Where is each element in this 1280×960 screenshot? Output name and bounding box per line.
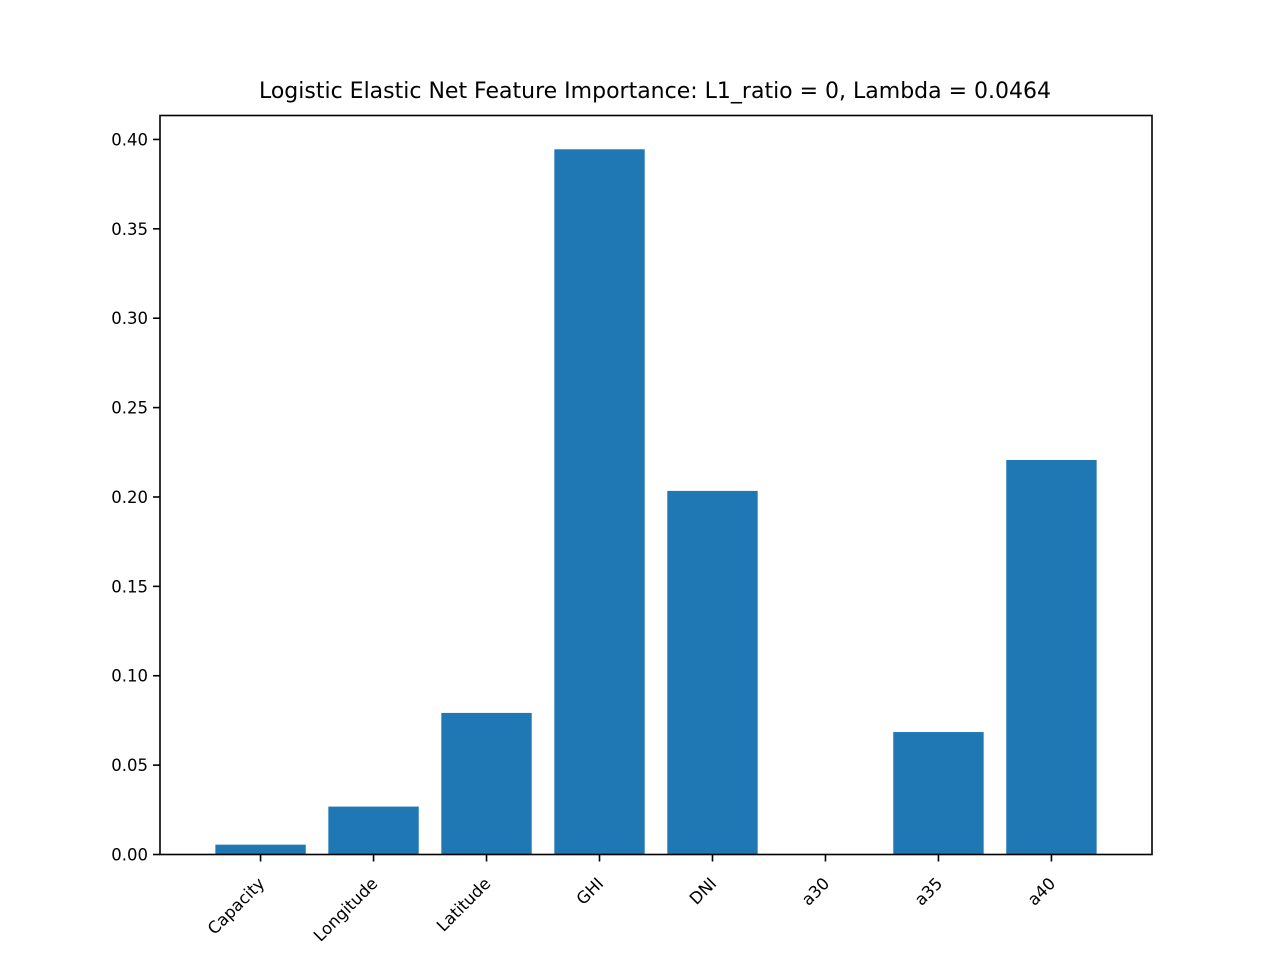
bar-a40 xyxy=(1006,459,1097,855)
bar-capacity xyxy=(215,844,306,855)
x-tick-label: DNI xyxy=(686,874,721,909)
x-tick-label: a30 xyxy=(798,874,833,909)
x-tick-label: Longitude xyxy=(310,874,381,945)
y-tick-label: 0.30 xyxy=(111,309,148,328)
y-tick-label: 0.00 xyxy=(111,846,148,865)
y-tick-label: 0.25 xyxy=(111,399,148,418)
y-tick-label: 0.40 xyxy=(111,130,148,149)
x-tick-label: Capacity xyxy=(204,874,269,939)
bar-longitude xyxy=(328,806,419,855)
chart-title: Logistic Elastic Net Feature Importance:… xyxy=(259,79,1051,104)
y-axis: 0.00 0.05 0.10 0.15 0.20 0.25 0.30 0.35 0.40 xyxy=(111,130,160,865)
bar-latitude xyxy=(441,712,532,855)
x-axis: Capacity Longitude Latitude GHI DNI a30 a35 a40 xyxy=(204,854,1059,945)
y-tick-label: 0.05 xyxy=(111,756,148,775)
y-tick-label: 0.15 xyxy=(111,577,148,596)
bar-dni xyxy=(667,490,758,855)
bars-group xyxy=(215,149,1097,855)
bar-ghi xyxy=(554,149,645,855)
x-tick-label: a35 xyxy=(911,874,946,909)
x-tick-label: GHI xyxy=(573,874,608,909)
bar-a35 xyxy=(893,732,984,855)
y-tick-label: 0.20 xyxy=(111,488,148,507)
x-tick-label: Latitude xyxy=(433,874,494,935)
y-tick-label: 0.35 xyxy=(111,220,148,239)
y-tick-label: 0.10 xyxy=(111,667,148,686)
plot-frame xyxy=(159,114,1153,856)
x-tick-label: a40 xyxy=(1024,874,1059,909)
